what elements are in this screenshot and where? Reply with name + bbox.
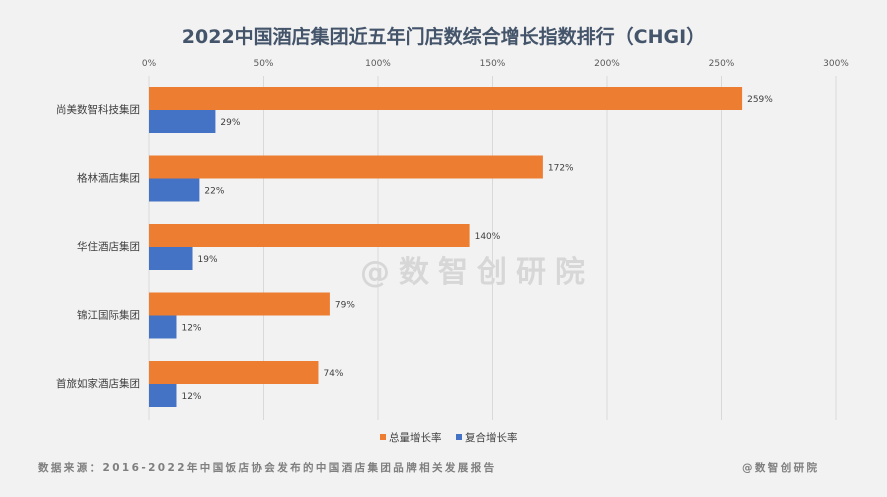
category-label: 首旅如家酒店集团 [56, 377, 140, 390]
data-label: 79% [335, 301, 355, 311]
category-label: 尚美数智科技集团 [56, 103, 140, 116]
bar [149, 361, 319, 384]
bar [149, 315, 177, 339]
data-label: 12% [181, 392, 201, 402]
x-tick-label: 100% [365, 59, 391, 69]
bars: 259% 29% 172% 22% 140% 19% 79% 12% 74% 12% [149, 87, 773, 407]
x-tick-label: 0% [142, 59, 157, 69]
legend: 总量增长率 复合增长率 [380, 431, 518, 444]
x-tick-label: 250% [709, 59, 735, 69]
x-axis-ticks: 0% 50% 100% 150% 200% 250% 300% [142, 59, 849, 69]
bar [149, 87, 743, 110]
data-label: 29% [220, 118, 240, 128]
data-label: 74% [323, 369, 343, 379]
x-tick-label: 200% [594, 59, 620, 69]
footer-brand: @数智创研院 [742, 462, 820, 474]
x-tick-label: 300% [823, 59, 849, 69]
data-label: 22% [204, 187, 224, 197]
category-label: 华住酒店集团 [77, 240, 140, 253]
legend-label: 总量增长率 [389, 431, 442, 444]
bar [149, 224, 470, 247]
legend-label: 复合增长率 [465, 431, 518, 444]
bar [149, 247, 193, 270]
bar [149, 384, 177, 407]
x-tick-label: 50% [253, 59, 273, 69]
bar [149, 178, 200, 202]
category-label: 格林酒店集团 [77, 172, 140, 185]
footer-source: 数据来源：2016-2022年中国饭店协会发布的中国酒店集团品牌相关发展报告 [38, 462, 497, 474]
data-label: 12% [181, 324, 201, 334]
data-label: 19% [198, 255, 218, 265]
legend-swatch [456, 434, 462, 440]
bar [149, 292, 330, 316]
data-label: 259% [747, 95, 773, 105]
data-label: 140% [475, 232, 501, 242]
bar [149, 155, 543, 179]
chart-title: 2022中国酒店集团近五年门店数综合增长指数排行（CHGI） [181, 26, 706, 48]
category-label: 锦江国际集团 [77, 309, 140, 322]
watermark: @数智创研院 [360, 255, 594, 290]
data-label: 172% [548, 164, 574, 174]
bar [149, 110, 216, 133]
x-tick-label: 150% [480, 59, 506, 69]
legend-swatch [380, 434, 386, 440]
